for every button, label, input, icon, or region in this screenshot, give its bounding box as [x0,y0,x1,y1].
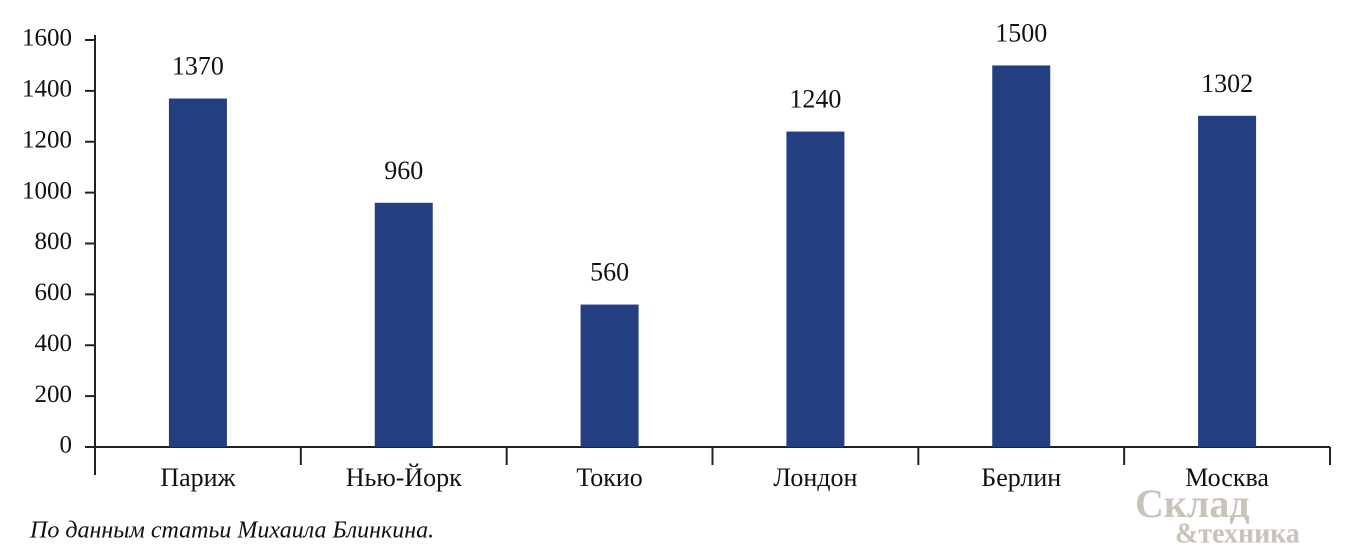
value-label: 560 [590,258,629,287]
watermark: Склад [1135,481,1250,526]
y-tick-label: 0 [60,432,73,459]
watermark: &техника [1175,518,1300,549]
x-tick-label: Москва [1185,463,1269,492]
value-label: 960 [384,156,423,185]
bar [992,65,1051,447]
x-tick-label: Берлин [981,463,1061,492]
bar [168,98,227,447]
bar [580,304,639,447]
bar [1198,115,1257,448]
y-tick-label: 400 [35,330,73,357]
value-label: 1240 [789,85,841,114]
value-label: 1500 [995,18,1047,47]
x-tick-label: Токио [576,463,642,492]
y-tick-label: 600 [35,279,73,306]
y-tick-label: 1600 [22,25,72,52]
y-tick-label: 800 [35,228,73,255]
source-note: По данным статьи Михаила Блинкина. [29,518,434,544]
y-tick-label: 200 [35,381,73,408]
x-tick-label: Нью-Йорк [346,463,462,492]
value-label: 1370 [172,51,224,80]
y-tick-label: 1000 [22,177,72,204]
x-tick-label: Лондон [773,463,857,492]
y-tick-label: 1200 [22,126,72,153]
bar [786,131,845,447]
value-label: 1302 [1201,69,1253,98]
bar [374,202,433,447]
x-tick-label: Париж [160,463,236,492]
y-tick-label: 1400 [22,76,72,103]
